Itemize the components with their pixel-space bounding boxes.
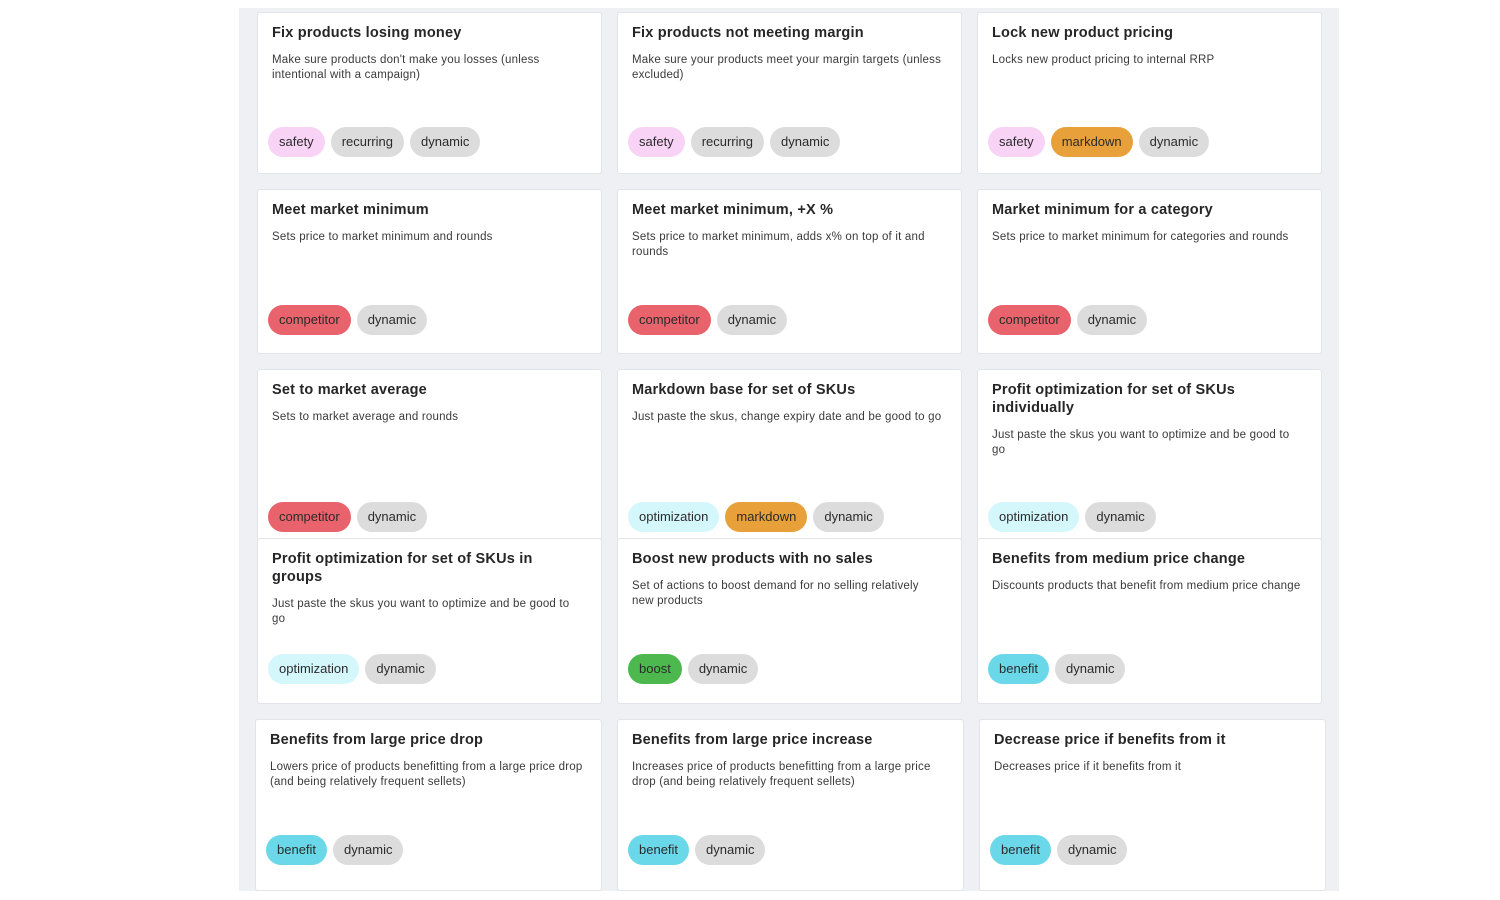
card-description: Set of actions to boost demand for no se… bbox=[632, 580, 919, 607]
card-description: Sets price to market minimum and rounds bbox=[272, 231, 493, 243]
strategy-card[interactable]: Set to market average Sets to market aver… bbox=[257, 369, 602, 549]
card-title: Meet market minimum, +X % bbox=[632, 202, 834, 218]
card-tags: competitor dynamic bbox=[628, 305, 788, 335]
card-title: Set to market average bbox=[272, 382, 427, 398]
tag-recurring[interactable]: recurring bbox=[690, 127, 764, 157]
card-title: Fix products losing money bbox=[272, 25, 462, 41]
tag-competitor[interactable]: competitor bbox=[988, 305, 1071, 335]
card-description: Discounts products that benefit from med… bbox=[992, 580, 1301, 592]
card-title: Benefits from medium price change bbox=[992, 551, 1246, 567]
card-tags: boost dynamic bbox=[628, 654, 759, 684]
card-title: Profit optimization for set of SKUs in g… bbox=[272, 551, 533, 585]
card-tags: competitor dynamic bbox=[268, 305, 428, 335]
card-description: Just paste the skus you want to optimize… bbox=[992, 429, 1290, 456]
card-title: Markdown base for set of SKUs bbox=[632, 382, 856, 398]
strategy-card[interactable]: Decrease price if benefits from it Decrea… bbox=[979, 719, 1326, 891]
card-description: Make sure your products meet your margin… bbox=[632, 54, 942, 81]
card-title: Benefits from large price increase bbox=[632, 732, 873, 748]
card-tags: benefit dynamic bbox=[990, 835, 1128, 865]
tag-dynamic[interactable]: dynamic bbox=[716, 305, 788, 335]
tag-optimization[interactable]: optimization bbox=[988, 502, 1080, 532]
card-description: Lowers price of products benefitting fro… bbox=[270, 761, 583, 788]
card-description: Just paste the skus, change expiry date … bbox=[632, 411, 942, 423]
card-description: Sets price to market minimum for categor… bbox=[992, 231, 1289, 243]
tag-benefit[interactable]: benefit bbox=[990, 835, 1052, 865]
tag-competitor[interactable]: competitor bbox=[268, 502, 351, 532]
strategy-card[interactable]: Fix products not meeting margin Make sure… bbox=[617, 12, 962, 174]
card-title: Boost new products with no sales bbox=[632, 551, 873, 567]
tag-markdown[interactable]: markdown bbox=[1050, 127, 1133, 157]
card-tags: safety recurring dynamic bbox=[268, 127, 481, 157]
strategy-card[interactable]: Profit optimization for set of SKUs in g… bbox=[257, 538, 602, 704]
card-description: Make sure products don't make you losses… bbox=[272, 54, 540, 81]
card-title: Fix products not meeting margin bbox=[632, 25, 864, 41]
tag-recurring[interactable]: recurring bbox=[330, 127, 404, 157]
strategy-card[interactable]: Benefits from large price drop Lowers pri… bbox=[255, 719, 602, 891]
tag-dynamic[interactable]: dynamic bbox=[409, 127, 481, 157]
tag-dynamic[interactable]: dynamic bbox=[356, 305, 428, 335]
card-tags: benefit dynamic bbox=[988, 654, 1126, 684]
tag-boost[interactable]: boost bbox=[628, 654, 682, 684]
tag-safety[interactable]: safety bbox=[268, 127, 325, 157]
tag-optimization[interactable]: optimization bbox=[268, 654, 360, 684]
tag-benefit[interactable]: benefit bbox=[628, 835, 690, 865]
card-tags: safety markdown dynamic bbox=[988, 127, 1210, 157]
strategy-card[interactable]: Benefits from large price increase Increa… bbox=[617, 719, 964, 891]
tag-benefit[interactable]: benefit bbox=[988, 654, 1050, 684]
card-title: Lock new product pricing bbox=[992, 25, 1174, 41]
strategy-card[interactable]: Benefits from medium price change Discoun… bbox=[977, 538, 1322, 704]
tag-dynamic[interactable]: dynamic bbox=[1057, 835, 1128, 865]
tag-competitor[interactable]: competitor bbox=[628, 305, 711, 335]
tag-competitor[interactable]: competitor bbox=[268, 305, 351, 335]
tag-dynamic[interactable]: dynamic bbox=[1085, 502, 1156, 532]
card-tags: benefit dynamic bbox=[266, 835, 404, 865]
strategy-card[interactable]: Fix products losing money Make sure produ… bbox=[257, 12, 602, 174]
tag-benefit[interactable]: benefit bbox=[266, 835, 328, 865]
tag-dynamic[interactable]: dynamic bbox=[356, 502, 428, 532]
tag-optimization[interactable]: optimization bbox=[628, 502, 720, 532]
tag-dynamic[interactable]: dynamic bbox=[365, 654, 436, 684]
card-tags: competitor dynamic bbox=[268, 502, 428, 532]
card-description: Sets price to market minimum, adds x% on… bbox=[632, 231, 925, 258]
card-tags: optimization dynamic bbox=[268, 654, 436, 684]
card-tags: optimization dynamic bbox=[988, 502, 1156, 532]
tag-dynamic[interactable]: dynamic bbox=[1138, 127, 1210, 157]
card-title: Market minimum for a category bbox=[992, 202, 1213, 218]
card-title: Profit optimization for set of SKUs indi… bbox=[992, 382, 1236, 416]
card-tags: benefit dynamic bbox=[628, 835, 766, 865]
card-title: Benefits from large price drop bbox=[270, 732, 484, 748]
card-description: Just paste the skus you want to optimize… bbox=[272, 598, 570, 625]
card-description: Sets to market average and rounds bbox=[272, 411, 459, 423]
card-description: Increases price of products benefitting … bbox=[632, 761, 931, 788]
strategy-card[interactable]: Boost new products with no sales Set of a… bbox=[617, 538, 962, 704]
card-tags: safety recurring dynamic bbox=[628, 127, 841, 157]
card-title: Meet market minimum bbox=[272, 202, 429, 218]
strategy-card[interactable]: Meet market minimum Sets price to market … bbox=[257, 189, 602, 354]
tag-markdown[interactable]: markdown bbox=[725, 502, 808, 532]
strategy-card[interactable]: Markdown base for set of SKUs Just paste … bbox=[617, 369, 962, 549]
playbook-board: Fix products losing money Make sure produ… bbox=[239, 8, 1339, 891]
tag-dynamic[interactable]: dynamic bbox=[769, 127, 841, 157]
strategy-card[interactable]: Profit optimization for set of SKUs indi… bbox=[977, 369, 1322, 549]
card-description: Decreases price if it benefits from it bbox=[994, 761, 1182, 773]
tag-dynamic[interactable]: dynamic bbox=[695, 835, 766, 865]
strategy-card[interactable]: Market minimum for a category Sets price … bbox=[977, 189, 1322, 354]
strategy-card[interactable]: Lock new product pricing Locks new produc… bbox=[977, 12, 1322, 174]
strategy-card[interactable]: Meet market minimum, +X % Sets price to m… bbox=[617, 189, 962, 354]
card-description: Locks new product pricing to internal RR… bbox=[992, 54, 1215, 66]
tag-safety[interactable]: safety bbox=[988, 127, 1045, 157]
card-tags: optimization markdown dynamic bbox=[628, 502, 884, 532]
tag-dynamic[interactable]: dynamic bbox=[687, 654, 759, 684]
tag-safety[interactable]: safety bbox=[628, 127, 685, 157]
card-title: Decrease price if benefits from it bbox=[994, 732, 1226, 748]
tag-dynamic[interactable]: dynamic bbox=[1055, 654, 1126, 684]
tag-dynamic[interactable]: dynamic bbox=[333, 835, 404, 865]
tag-dynamic[interactable]: dynamic bbox=[813, 502, 884, 532]
tag-dynamic[interactable]: dynamic bbox=[1076, 305, 1148, 335]
card-tags: competitor dynamic bbox=[988, 305, 1148, 335]
